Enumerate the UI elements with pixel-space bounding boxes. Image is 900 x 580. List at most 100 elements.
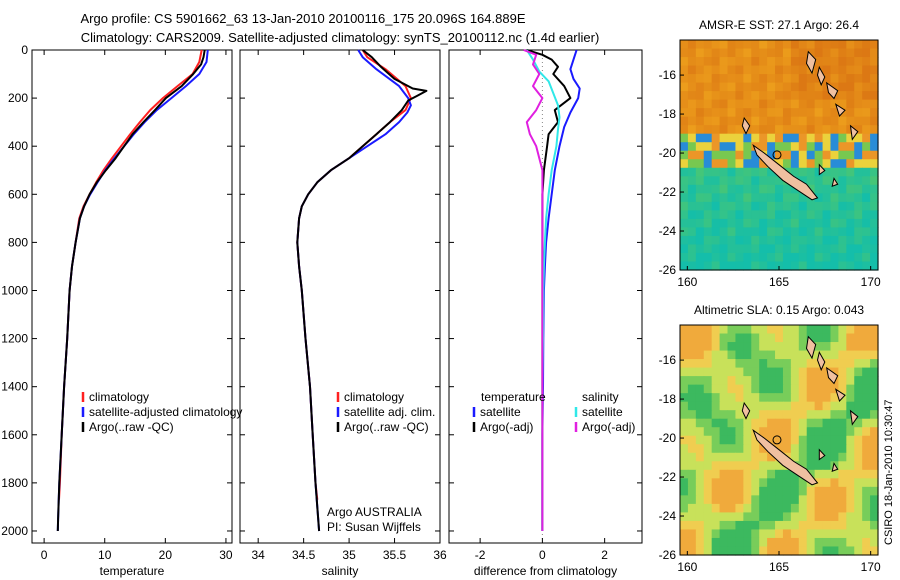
map-cell [814, 48, 824, 58]
map-cell [798, 350, 808, 360]
map-cell [711, 359, 721, 369]
map-cell [814, 333, 824, 343]
map-cell [806, 218, 816, 229]
map-cell [854, 325, 863, 335]
map-cell [798, 150, 808, 160]
map-cell [838, 546, 847, 556]
map-cell [862, 82, 871, 92]
map-cell [711, 427, 721, 437]
map-cell [711, 116, 721, 126]
map-cell [695, 444, 705, 454]
map-cell [735, 537, 744, 548]
map-cell [775, 142, 784, 152]
map-cell [790, 384, 800, 394]
map-cell [759, 503, 768, 514]
map-cell [695, 512, 705, 522]
map-panel-sst: AMSR-E SST: 27.1 Argo: 26.4 160 165 170 -16 -… [659, 18, 881, 289]
map-cell [822, 40, 832, 50]
map-cell [743, 503, 752, 514]
profile-panel-1: 0 10 20 30 temperature 0 200 400 600 800 1000 1200 1… [1, 43, 233, 578]
map-cell [735, 520, 744, 531]
map-cell [703, 91, 713, 101]
x-tick-label: 0 [41, 548, 48, 562]
map-cell [806, 167, 816, 177]
map-cell [703, 184, 713, 194]
map-cell [798, 133, 808, 143]
map-cell [790, 444, 800, 454]
map-cell [814, 244, 824, 254]
map-cell [854, 478, 863, 488]
map-cell [727, 401, 737, 411]
map-cell [870, 418, 879, 428]
x-tick-label: 160 [677, 275, 697, 289]
map-cell [862, 74, 871, 84]
map-cell [806, 261, 816, 271]
map-cell [775, 537, 784, 548]
map-cell [735, 359, 744, 369]
map-cell [806, 367, 816, 377]
map-cell [743, 235, 752, 246]
map-cell [751, 74, 760, 84]
map-cell [680, 142, 689, 152]
map-cell [790, 201, 800, 211]
map-cell [782, 495, 792, 505]
map-cell [727, 57, 737, 67]
map-cell [870, 142, 879, 152]
map-cell [806, 91, 816, 101]
map-cell [743, 82, 752, 92]
map-cell [743, 359, 752, 369]
map-cell [695, 133, 705, 143]
map-cell [838, 376, 847, 386]
map-cell [759, 252, 768, 263]
map-cell [719, 384, 729, 394]
map-cell [727, 512, 737, 522]
map-cell [830, 367, 839, 377]
map-cell [743, 350, 752, 360]
map-cell [838, 444, 847, 454]
map-cell [846, 193, 855, 203]
map-cell [830, 82, 839, 92]
map-cell [870, 367, 879, 377]
map-cell [687, 176, 697, 186]
map-cell [830, 201, 839, 211]
map-cell [759, 235, 768, 246]
map-cell [854, 503, 863, 514]
map-cell [727, 444, 737, 454]
map-cell [703, 520, 713, 531]
map-cell [782, 108, 792, 118]
map-cell [735, 367, 744, 377]
map-cell [846, 261, 855, 271]
map-cell [798, 546, 808, 556]
map-cell [846, 210, 855, 220]
map-cell [775, 227, 784, 237]
map-cell [735, 184, 744, 194]
map-cell [759, 244, 768, 254]
map-cell [767, 218, 776, 229]
map-cell [703, 401, 713, 411]
map-cell [806, 495, 816, 505]
map-cell [719, 40, 729, 50]
map-cell [703, 65, 713, 75]
map-cell [854, 435, 863, 445]
map-cell [846, 176, 855, 186]
map-cell [743, 452, 752, 462]
map-cell [743, 384, 752, 394]
map-cell [767, 461, 776, 471]
map-cell [862, 393, 871, 403]
map-cell [719, 91, 729, 101]
map-cell [751, 218, 760, 229]
x-tick-label: 165 [769, 560, 789, 574]
map-cell [838, 201, 847, 211]
map-cell [751, 193, 760, 203]
map-cell [680, 252, 689, 263]
map-cell [870, 333, 879, 343]
map-cell [814, 495, 824, 505]
map-cell [727, 495, 737, 505]
map-cell [719, 235, 729, 246]
map-cell [767, 427, 776, 437]
map-cell [846, 418, 855, 428]
map-cell [695, 184, 705, 194]
map-cell [743, 427, 752, 437]
map-cell [767, 65, 776, 75]
map-cell [838, 261, 847, 271]
